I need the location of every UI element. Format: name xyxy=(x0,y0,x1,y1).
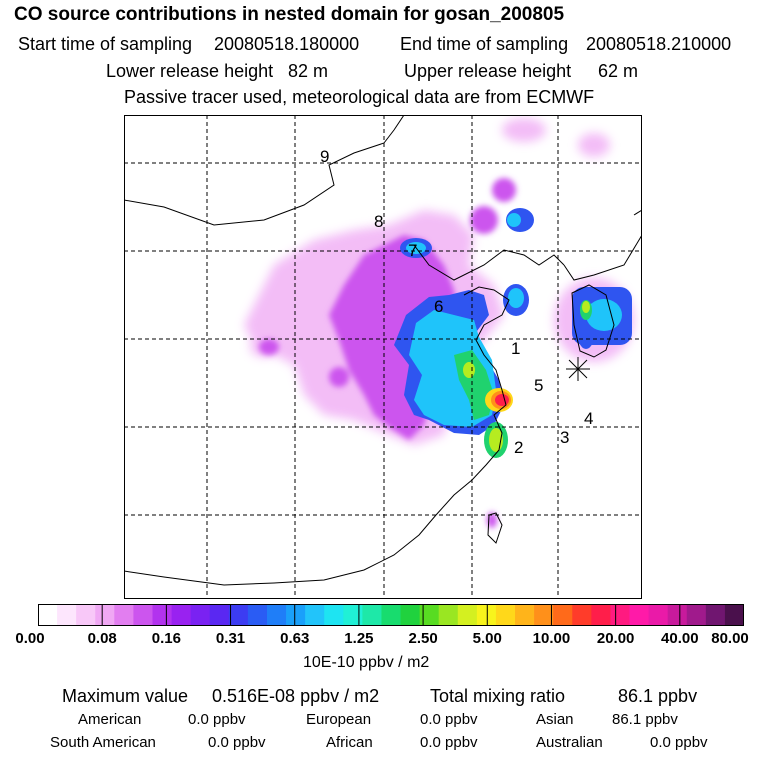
concentration-field xyxy=(244,118,634,528)
max-value-label: Maximum value xyxy=(62,686,189,706)
colorbar-tick-label: 1.25 xyxy=(344,630,374,647)
region-label-8: 8 xyxy=(374,212,383,231)
plot-title: CO source contributions in nested domain… xyxy=(14,4,565,25)
south-american-value: 0.0 ppbv xyxy=(208,734,266,751)
colorbar-segment xyxy=(400,604,421,626)
region-label-2: 2 xyxy=(514,438,523,457)
european-label: European xyxy=(306,711,372,728)
colorbar-tick-label: 0.31 xyxy=(215,630,246,647)
colorbar-segment xyxy=(438,604,459,626)
region-label-6: 6 xyxy=(434,297,443,316)
colorbar-frame xyxy=(38,604,744,626)
colorbar-segment xyxy=(534,604,554,626)
colorbar-tick-label: 2.50 xyxy=(408,630,438,647)
colorbar-segment xyxy=(76,604,96,626)
colorbar-tick-label: 0.16 xyxy=(151,630,181,647)
colorbar xyxy=(38,604,744,626)
colorbar-segment xyxy=(305,604,325,626)
colorbar-segment xyxy=(705,604,726,626)
colorbar-segment xyxy=(610,604,631,626)
colorbar-segment xyxy=(171,604,192,626)
australian-label: Australian xyxy=(536,734,603,751)
asian-label: Asian xyxy=(536,711,574,728)
australian-value: 0.0 ppbv xyxy=(650,734,708,751)
colorbar-segment xyxy=(362,604,383,626)
colorbar-segment xyxy=(95,604,115,626)
upper-height-label: Upper release height xyxy=(404,61,572,81)
colorbar-segment xyxy=(286,604,306,626)
colorbar-segment xyxy=(629,604,650,626)
colorbar-segment xyxy=(266,604,287,626)
colorbar-segment xyxy=(686,604,707,626)
colorbar-segment xyxy=(419,604,440,626)
colorbar-segment xyxy=(591,604,612,626)
colorbar-segment xyxy=(724,604,744,626)
colorbar-tick-label: 0.63 xyxy=(280,630,310,647)
colorbar-segment xyxy=(667,604,688,626)
end-value: 20080518.210000 xyxy=(586,34,732,54)
colorbar-segment xyxy=(114,604,134,626)
american-label: American xyxy=(78,711,142,728)
tracer-note: Passive tracer used, meteorological data… xyxy=(124,87,595,107)
max-value: 0.516E-08 ppbv / m2 xyxy=(212,686,380,706)
lower-height-label: Lower release height xyxy=(106,61,274,81)
colorbar-segment xyxy=(57,604,77,626)
map-frame xyxy=(124,115,642,599)
region-label-1: 1 xyxy=(511,339,520,358)
upper-height-value: 62 m xyxy=(598,61,639,81)
colorbar-segment xyxy=(457,604,478,626)
colorbar-segment xyxy=(133,604,154,626)
region-label-7: 7 xyxy=(408,241,417,260)
colorbar-segment xyxy=(572,604,592,626)
start-value: 20080518.180000 xyxy=(214,34,360,54)
asian-value: 86.1 ppbv xyxy=(612,711,678,728)
lower-height-value: 82 m xyxy=(288,61,329,81)
colorbar-tick-label: 10.00 xyxy=(532,630,571,647)
colorbar-segment xyxy=(324,604,344,626)
source-contribution-map: 1 2 3 4 5 6 7 8 9 xyxy=(124,115,642,599)
colorbar-segment xyxy=(152,604,173,626)
colorbar-segment xyxy=(343,604,363,626)
colorbar-units: 10E-10 ppbv / m2 xyxy=(303,654,430,671)
colorbar-segment xyxy=(247,604,268,626)
colorbar-tick-label: 80.00 xyxy=(711,630,749,647)
colorbar-segment xyxy=(209,604,230,626)
colorbar-segment xyxy=(515,604,535,626)
south-american-label: South American xyxy=(50,734,156,751)
colorbar-tick-label: 0.08 xyxy=(87,630,117,647)
region-label-3: 3 xyxy=(560,428,569,447)
colorbar-segment xyxy=(495,604,516,626)
colorbar-segment xyxy=(476,604,497,626)
colorbar-segment xyxy=(381,604,402,626)
african-label: African xyxy=(326,734,373,751)
colorbar-tick-label: 5.00 xyxy=(472,630,502,647)
colorbar-segment xyxy=(648,604,669,626)
european-value: 0.0 ppbv xyxy=(420,711,478,728)
colorbar-segment xyxy=(228,604,249,626)
colorbar-tick-label: 40.00 xyxy=(661,630,699,647)
coastlines xyxy=(124,115,642,586)
colorbar-segment xyxy=(553,604,573,626)
receptor-marker-icon xyxy=(566,357,590,381)
region-label-9: 9 xyxy=(320,147,329,166)
total-mixing-value: 86.1 ppbv xyxy=(618,686,698,706)
graticule xyxy=(124,115,642,599)
colorbar-tick-label: 20.00 xyxy=(596,630,635,647)
african-value: 0.0 ppbv xyxy=(420,734,478,751)
region-label-5: 5 xyxy=(534,376,543,395)
colorbar-tick-label: 0.00 xyxy=(15,630,45,647)
end-label: End time of sampling xyxy=(400,34,569,54)
american-value: 0.0 ppbv xyxy=(188,711,246,728)
total-mixing-label: Total mixing ratio xyxy=(430,686,566,706)
region-label-4: 4 xyxy=(584,409,593,428)
colorbar-segment xyxy=(38,604,58,626)
start-label: Start time of sampling xyxy=(18,34,193,54)
colorbar-segment xyxy=(190,604,211,626)
